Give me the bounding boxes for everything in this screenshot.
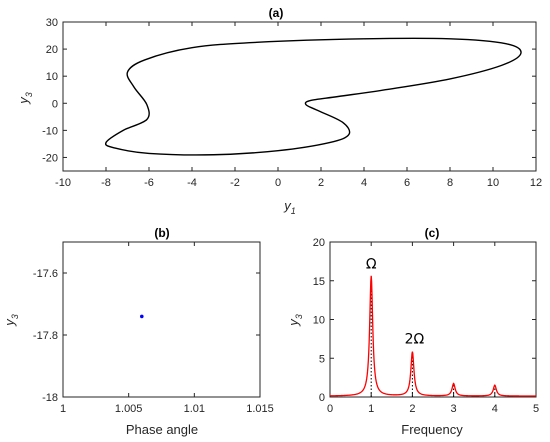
panel-a-x-label-sub: 1	[291, 206, 296, 216]
panel-c-x-tick-label: 5	[533, 403, 539, 415]
panel-b-title: (b)	[154, 226, 169, 240]
panel-c-title: (c)	[425, 226, 440, 240]
panel-c-x-label: Frequency	[401, 422, 463, 437]
panel-b-x-tick-label: 1.01	[184, 403, 205, 415]
panel-a-x-tick-label: 6	[404, 177, 410, 189]
panel-b-x-tick-label: 1.015	[246, 403, 274, 415]
panel-c-y-ticks: 0 5 10 15 20	[313, 237, 536, 404]
panel-a-y-tick-label: 20	[46, 44, 58, 56]
panel-a-y-tick-label: -10	[42, 125, 58, 137]
panel-c-y-tick-label: 10	[313, 315, 325, 327]
panel-c-y-label-sub: 3	[294, 314, 304, 319]
panel-c-peak-annotation: 2Ω	[405, 332, 425, 348]
panel-b-y-label: y3	[2, 314, 20, 327]
panel-a-x-label: y1	[283, 198, 296, 216]
panel-c-y-label: y3	[286, 314, 304, 327]
panel-a-x-tick-label: -2	[230, 177, 240, 189]
panel-a-y-label-sub: 3	[24, 92, 34, 97]
panel-a-y-tick-label: -20	[42, 152, 58, 164]
panel-b-y-label-main: y	[2, 318, 17, 327]
panel-b-poincare-point	[140, 314, 144, 319]
panel-c-x-tick-label: 4	[492, 403, 498, 415]
panel-c-reference-lines	[370, 276, 496, 397]
panel-a-x-tick-label: -4	[187, 177, 197, 189]
panel-b-x-label: Phase angle	[126, 422, 198, 437]
panel-a-x-tick-label: 2	[318, 177, 324, 189]
panel-a-title: (a)	[269, 6, 284, 20]
panel-c-y-tick-label: 5	[319, 353, 325, 365]
panel-c-x-tick-label: 3	[451, 403, 457, 415]
panel-b-x-ticks: 1 1.005 1.01 1.015	[60, 242, 274, 415]
panel-a-x-tick-label: 10	[487, 177, 499, 189]
panel-b: (b) 1 1.005 1.01 1.015 -18 -17.8 -17.6 Phase …	[2, 226, 274, 437]
panel-a-x-tick-label: 4	[361, 177, 367, 189]
panel-b-x-tick-label: 1	[60, 403, 66, 415]
panel-a-y-label-main: y	[16, 96, 31, 105]
panel-b-y-tick-label: -17.6	[33, 268, 58, 280]
panel-c-spectrum-line	[330, 275, 536, 397]
panel-b-y-tick-label: -18	[42, 392, 58, 404]
panel-a-x-tick-label: 0	[275, 177, 281, 189]
panel-b-y-tick-label: -17.8	[33, 330, 58, 342]
panel-c-y-tick-label: 0	[319, 392, 325, 404]
panel-c-y-tick-label: 20	[313, 237, 325, 249]
panel-b-x-tick-label: 1.005	[115, 403, 143, 415]
panel-a-y-ticks: -20 -10 0 10 20 30	[42, 17, 536, 164]
panel-a-x-label-main: y	[283, 198, 292, 213]
panel-b-axes-box	[62, 241, 261, 398]
panel-b-y-ticks: -18 -17.8 -17.6	[33, 268, 260, 404]
panel-c-axes-box	[329, 241, 537, 398]
panel-c-annotations: Ω 2Ω	[366, 256, 425, 347]
panel-c-y-label-main: y	[286, 318, 301, 327]
panel-c-peak-annotation: Ω	[366, 256, 377, 272]
panel-a-y-tick-label: 10	[46, 71, 58, 83]
panel-c-x-tick-label: 2	[409, 403, 415, 415]
panel-a-orbit-line	[104, 37, 522, 156]
panel-a-x-tick-label: -6	[144, 177, 154, 189]
panel-a-y-tick-label: 30	[46, 17, 58, 29]
panel-a-x-tick-label: -8	[101, 177, 111, 189]
panel-a-y-tick-label: 0	[52, 98, 58, 110]
panel-a-x-ticks: -10 -8 -6 -4 -2 0 2 4 6 8 10 12	[55, 22, 542, 189]
panel-b-points	[140, 314, 144, 319]
panel-a-x-tick-label: 8	[447, 177, 453, 189]
panel-a-y-label: y3	[16, 92, 34, 105]
panel-c-y-tick-label: 15	[313, 276, 325, 288]
panel-a-x-tick-label: -10	[55, 177, 71, 189]
panel-c-x-tick-label: 0	[327, 403, 333, 415]
panel-b-y-label-sub: 3	[10, 314, 20, 319]
panel-a-x-tick-label: 12	[530, 177, 542, 189]
panel-c-x-tick-label: 1	[368, 403, 374, 415]
